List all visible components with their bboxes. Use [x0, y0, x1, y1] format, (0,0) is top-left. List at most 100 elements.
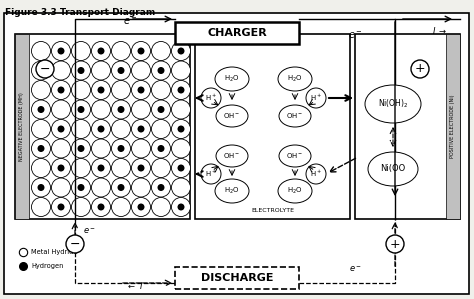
Text: $I\ \rightarrow$: $I\ \rightarrow$ [432, 25, 448, 36]
Circle shape [131, 139, 151, 158]
Circle shape [177, 204, 184, 210]
Circle shape [37, 145, 45, 152]
Circle shape [172, 158, 191, 178]
Circle shape [137, 164, 145, 172]
Circle shape [52, 198, 71, 216]
Circle shape [157, 184, 164, 191]
Text: $e^-$: $e^-$ [83, 226, 96, 236]
Circle shape [118, 67, 125, 74]
Text: OH$^-$: OH$^-$ [223, 112, 241, 120]
Text: +: + [415, 62, 425, 76]
Circle shape [98, 164, 104, 172]
Circle shape [137, 48, 145, 54]
Circle shape [37, 106, 45, 113]
Circle shape [177, 48, 184, 54]
Circle shape [37, 184, 45, 191]
Text: $e^-$: $e^-$ [348, 264, 362, 274]
Text: POSITIVE ELECTRODE (Ni): POSITIVE ELECTRODE (Ni) [450, 95, 456, 158]
Text: H$^+$: H$^+$ [205, 169, 217, 179]
Circle shape [386, 235, 404, 253]
Ellipse shape [279, 145, 311, 167]
Circle shape [306, 164, 326, 184]
Text: OH$^-$: OH$^-$ [286, 112, 304, 120]
Circle shape [172, 80, 191, 100]
Circle shape [72, 120, 91, 138]
Circle shape [111, 120, 130, 138]
Bar [175, 22, 299, 44]
Text: Hydrogen: Hydrogen [31, 263, 64, 269]
Circle shape [72, 198, 91, 216]
Circle shape [91, 61, 110, 80]
Text: OH$^-$: OH$^-$ [223, 152, 241, 161]
Circle shape [57, 48, 64, 54]
Circle shape [91, 100, 110, 119]
Circle shape [201, 164, 221, 184]
Text: DISCHARGE: DISCHARGE [201, 273, 273, 283]
Circle shape [72, 178, 91, 197]
Circle shape [152, 100, 171, 119]
Ellipse shape [215, 179, 249, 203]
Bar [15, 34, 190, 219]
Circle shape [52, 100, 71, 119]
Circle shape [91, 120, 110, 138]
Circle shape [98, 48, 104, 54]
Circle shape [131, 178, 151, 197]
Bar [195, 34, 350, 219]
Text: −: − [40, 62, 50, 76]
Bar [175, 267, 299, 289]
Circle shape [52, 61, 71, 80]
Circle shape [91, 139, 110, 158]
Ellipse shape [216, 105, 248, 127]
Circle shape [31, 139, 51, 158]
Circle shape [152, 42, 171, 60]
Circle shape [91, 198, 110, 216]
Text: H$_2$O: H$_2$O [287, 74, 303, 84]
Circle shape [118, 106, 125, 113]
Text: $e^-$: $e^-$ [347, 30, 363, 41]
Circle shape [152, 178, 171, 197]
Circle shape [91, 80, 110, 100]
Circle shape [52, 178, 71, 197]
Bar [15, 34, 29, 219]
Text: CHARGER: CHARGER [207, 28, 267, 38]
Circle shape [172, 120, 191, 138]
Circle shape [78, 67, 84, 74]
Circle shape [111, 139, 130, 158]
Circle shape [31, 42, 51, 60]
Circle shape [78, 106, 84, 113]
Circle shape [137, 204, 145, 210]
Circle shape [201, 88, 221, 108]
Ellipse shape [278, 179, 312, 203]
Circle shape [52, 80, 71, 100]
Text: H$^+$: H$^+$ [310, 93, 322, 103]
Circle shape [172, 198, 191, 216]
Circle shape [111, 80, 130, 100]
Text: $\leftarrow\ I$: $\leftarrow\ I$ [127, 280, 144, 291]
Circle shape [172, 178, 191, 197]
Text: −: − [70, 237, 80, 251]
Circle shape [91, 42, 110, 60]
Circle shape [111, 100, 130, 119]
Circle shape [31, 120, 51, 138]
Circle shape [52, 120, 71, 138]
Text: H$_2$O: H$_2$O [224, 74, 240, 84]
Bar [446, 34, 460, 219]
Circle shape [72, 100, 91, 119]
Circle shape [131, 80, 151, 100]
Circle shape [31, 61, 51, 80]
Circle shape [131, 42, 151, 60]
Circle shape [57, 204, 64, 210]
Circle shape [31, 178, 51, 197]
Ellipse shape [215, 67, 249, 91]
Circle shape [111, 158, 130, 178]
Circle shape [72, 80, 91, 100]
Circle shape [31, 158, 51, 178]
Circle shape [66, 235, 84, 253]
Circle shape [98, 126, 104, 132]
Circle shape [131, 100, 151, 119]
Circle shape [137, 86, 145, 94]
Circle shape [411, 60, 429, 78]
Text: Metal Hydride: Metal Hydride [31, 249, 78, 255]
Circle shape [131, 61, 151, 80]
Text: H$^+$: H$^+$ [310, 169, 322, 179]
